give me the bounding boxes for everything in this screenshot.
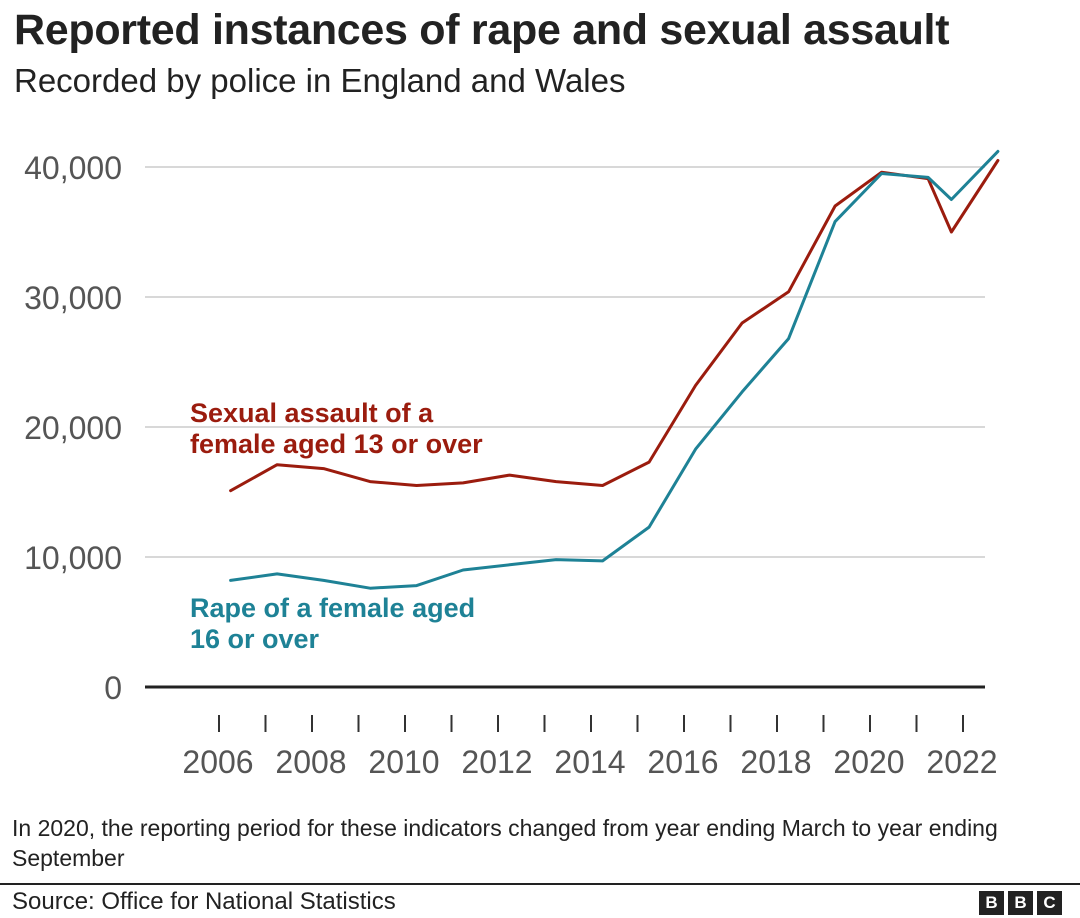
x-tick-label: 2020	[833, 744, 904, 780]
bbc-logo: B B C	[979, 891, 1062, 915]
x-tick-label: 2008	[275, 744, 346, 780]
line-chart: 0 10,000 20,000 30,000 40,000 2006 2008 2010 201…	[24, 149, 1000, 780]
footnote: In 2020, the reporting period for these …	[12, 815, 998, 871]
y-tick-label: 20,000	[24, 410, 122, 446]
logo-letter: C	[1037, 891, 1062, 915]
series-label: 16 or over	[190, 624, 320, 654]
divider	[0, 883, 1080, 885]
x-tick-label: 2018	[740, 744, 811, 780]
y-tick-label: 30,000	[24, 280, 122, 316]
series-label: female aged 13 or over	[190, 429, 483, 459]
x-tick-label: 2010	[368, 744, 439, 780]
y-tick-label: 0	[104, 670, 122, 706]
y-tick-label: 10,000	[24, 540, 122, 576]
x-tick-label: 2022	[926, 744, 997, 780]
chart-subtitle: Recorded by police in England and Wales	[14, 62, 626, 99]
chart-title: Reported instances of rape and sexual as…	[14, 6, 950, 54]
series-label: Sexual assault of a	[190, 398, 434, 428]
logo-letter: B	[1008, 891, 1033, 915]
x-tick-label: 2006	[182, 744, 253, 780]
series-label: Rape of a female aged	[190, 593, 475, 623]
x-tick-label: 2012	[461, 744, 532, 780]
y-tick-label: 40,000	[24, 150, 122, 186]
source-text: Source: Office for National Statistics	[12, 888, 396, 915]
logo-letter: B	[979, 891, 1004, 915]
x-tick-label: 2014	[554, 744, 625, 780]
rape-series-line	[229, 149, 1000, 590]
x-tick-label: 2016	[647, 744, 718, 780]
